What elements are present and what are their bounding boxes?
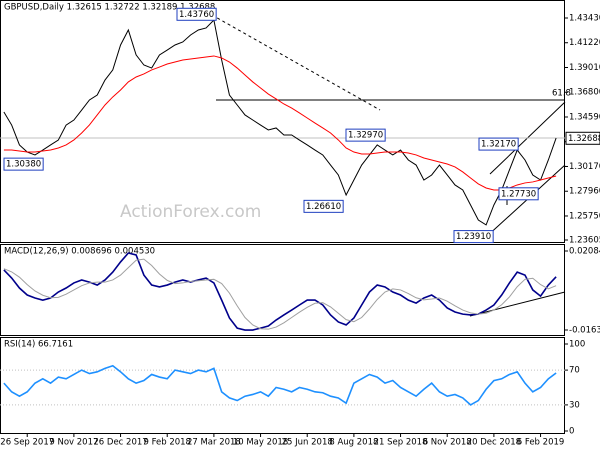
annotation-box [3, 157, 44, 171]
annotation-box [478, 137, 519, 151]
series-line [3, 252, 557, 331]
annotation-box [176, 7, 217, 21]
y-tick-label: 1.34590 [569, 112, 600, 122]
y-tick-label: 0 [569, 427, 574, 437]
series-line [3, 55, 557, 191]
x-tick-label: 6 Feb 2019 [517, 438, 565, 448]
series-line [3, 18, 557, 226]
annotation-label: 1.30380 [6, 160, 41, 170]
fib-label: 61.8 [552, 89, 571, 99]
price-title: GBPUSD,Daily 1.32615 1.32722 1.32189 1.3… [4, 3, 215, 13]
y-tick-label: 1.41220 [569, 38, 600, 48]
macd-title: MACD(12,26,9) 0.008696 0.004530 [4, 247, 155, 257]
series-line [3, 258, 557, 330]
y-tick-label: 1.23605 [569, 236, 600, 246]
x-tick-label: 9 Nov 2017 [49, 438, 98, 448]
last-price-box [565, 131, 600, 145]
annotation-label: 1.43760 [179, 10, 214, 20]
x-tick-label: 26 Dec 2017 [93, 438, 147, 448]
watermark: ActionForex.com [120, 202, 261, 222]
x-tick-label: 26 Sep 2017 [0, 438, 54, 448]
annotation-label: 1.26610 [306, 202, 341, 212]
last-price-label: 1.32688 [568, 134, 600, 144]
x-tick-label: 9 Feb 2018 [143, 438, 191, 448]
annotation-box [345, 128, 386, 142]
y-tick-label: 1.43430 [569, 13, 600, 23]
x-tick-label: 25 Jun 2018 [282, 438, 333, 448]
x-tick-label: 21 Sep 2018 [374, 438, 428, 448]
rsi-title: RSI(14) 66.7161 [4, 340, 73, 350]
x-tick-label: 8 Aug 2018 [329, 438, 378, 448]
rsi-panel [0, 337, 565, 434]
series-line [3, 364, 557, 406]
x-tick-label: 6 Nov 2018 [423, 438, 472, 448]
annotation-label: 1.32170 [481, 140, 516, 150]
y-tick-label: 70 [569, 366, 580, 376]
x-tick-label: 27 Mar 2018 [187, 438, 241, 448]
trend-line [211, 14, 381, 111]
y-tick-label: 30 [569, 400, 580, 410]
y-tick-label: 1.30170 [569, 162, 600, 172]
price-panel [0, 0, 565, 243]
y-tick-label: -0.016389 [569, 326, 600, 336]
x-tick-label: 10 May 2018 [233, 438, 288, 448]
annotation-box [453, 230, 494, 244]
annotation-label: 1.27730 [501, 189, 536, 199]
y-tick-label: 1.25750 [569, 211, 600, 221]
x-tick-label: 20 Dec 2018 [467, 438, 521, 448]
macd-panel [0, 244, 565, 336]
y-tick-label: 1.36800 [569, 88, 600, 98]
y-tick-label: 0.020848 [569, 247, 600, 257]
annotation-label: 1.32970 [348, 131, 383, 141]
annotation-label: 1.23910 [456, 232, 491, 242]
y-tick-label: 1.39010 [569, 63, 600, 73]
annotation-box [303, 199, 344, 213]
y-tick-label: 1.27960 [569, 187, 600, 197]
y-tick-label: 100 [569, 340, 585, 350]
annotation-box [498, 187, 539, 201]
macd-trend-line [469, 291, 566, 317]
